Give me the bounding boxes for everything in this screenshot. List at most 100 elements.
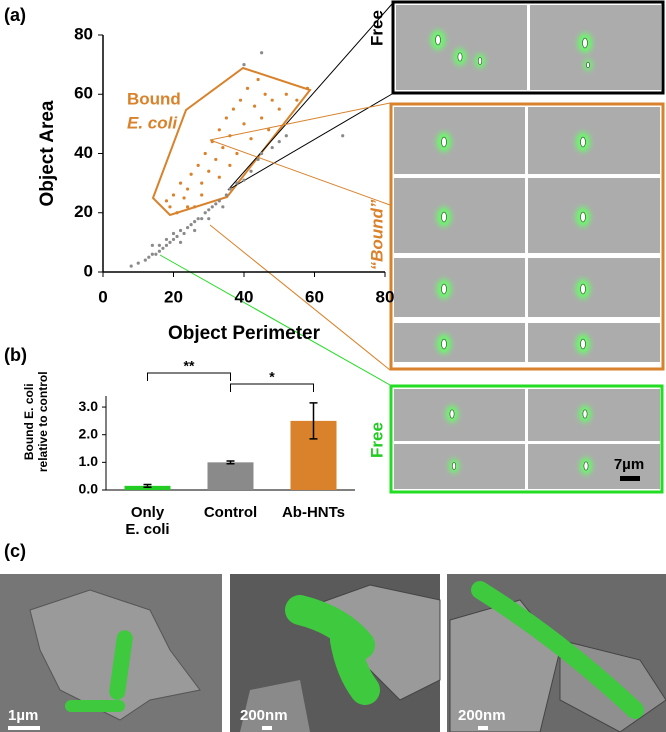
data-point: [228, 163, 232, 167]
cell: [580, 338, 586, 350]
data-point: [136, 261, 140, 265]
cell: [583, 461, 589, 471]
data-point: [270, 98, 274, 102]
data-point: [214, 202, 218, 206]
cell: [580, 211, 586, 223]
connectors: [159, 3, 393, 386]
micrograph: [394, 323, 525, 362]
data-point: [200, 193, 204, 197]
data-point: [231, 107, 236, 111]
data-point: [168, 240, 172, 244]
x-tick-label: 40: [235, 287, 254, 306]
data-point: [150, 243, 154, 247]
y-tick-label: 20: [74, 202, 93, 221]
x-tick-label: Control: [203, 504, 258, 521]
data-point: [182, 231, 186, 236]
y-tick-label: 0: [84, 261, 93, 280]
error-bar: [309, 402, 318, 440]
data-point: [154, 252, 158, 256]
data-point: [193, 205, 197, 209]
bar: [207, 462, 254, 490]
data-point: [245, 86, 250, 90]
sem-images: [0, 574, 666, 732]
significance-label: **: [184, 358, 195, 374]
data-point: [260, 151, 264, 156]
data-point: [129, 264, 133, 268]
cell: [449, 409, 455, 419]
data-point: [203, 211, 207, 215]
cell: [477, 57, 483, 65]
x-tick-label: Ab-HNTs: [281, 504, 346, 521]
data-point: [182, 196, 186, 200]
significance-label: *: [269, 369, 275, 385]
group-label: Free: [367, 10, 386, 46]
error-bar: [226, 460, 235, 465]
micrograph: [528, 107, 660, 174]
data-point: [214, 157, 218, 162]
data-point: [186, 225, 190, 230]
data-point: [164, 243, 169, 247]
gate-polygon: [151, 66, 312, 217]
data-point: [295, 98, 299, 102]
y-tick-label: 2.0: [79, 425, 99, 441]
data-point: [217, 128, 221, 132]
data-point: [178, 228, 183, 233]
data-point: [221, 205, 225, 209]
data-point: [196, 163, 200, 167]
x-tick-label: 60: [305, 287, 324, 306]
cell: [580, 136, 586, 148]
data-point: [200, 217, 204, 221]
data-point: [249, 137, 253, 141]
micrograph: [530, 5, 661, 90]
scale-bar: [262, 726, 272, 730]
cell: [451, 462, 457, 470]
data-point: [263, 92, 267, 96]
data-point: [207, 208, 211, 212]
cell: [586, 61, 590, 69]
data-point: [157, 249, 161, 253]
y-tick-label: 0.0: [79, 481, 99, 497]
micrograph: [528, 389, 660, 441]
data-point: [164, 199, 169, 203]
data-point: [171, 231, 176, 236]
scale-label: 1µm: [8, 707, 38, 724]
data-point: [260, 51, 264, 55]
data-point: [193, 228, 197, 233]
data-point: [186, 187, 190, 191]
panel-label: (a): [4, 5, 26, 25]
data-point: [210, 205, 214, 209]
data-point: [242, 178, 246, 182]
data-point: [235, 151, 239, 156]
y-tick-label: 40: [74, 143, 93, 162]
cell: [441, 136, 447, 148]
y-tick-label: 60: [74, 84, 93, 103]
data-point: [175, 234, 179, 239]
data-point: [161, 246, 165, 250]
data-point: [217, 175, 221, 179]
data-point: [277, 107, 281, 111]
significance-bracket: [147, 372, 231, 381]
data-point: [284, 134, 288, 138]
data-point: [203, 151, 207, 156]
data-point: [267, 128, 271, 132]
data-point: [260, 116, 264, 120]
data-point: [210, 140, 214, 144]
data-point: [186, 205, 190, 209]
data-point: [189, 172, 193, 176]
micrograph: [528, 178, 660, 253]
data-point: [256, 157, 260, 162]
cell: [441, 211, 447, 223]
panel-label: (c): [4, 541, 26, 561]
data-point: [193, 220, 197, 224]
y-tick-label: 80: [74, 24, 93, 43]
micrograph: [394, 258, 525, 317]
data-point: [196, 217, 200, 221]
scale-label: 7µm: [614, 456, 644, 473]
data-point: [147, 255, 151, 259]
data-point: [207, 217, 211, 221]
scale-bar: [478, 726, 488, 730]
data-point: [164, 237, 169, 242]
micrograph-tiles: [394, 5, 661, 489]
data-point: [200, 181, 204, 185]
